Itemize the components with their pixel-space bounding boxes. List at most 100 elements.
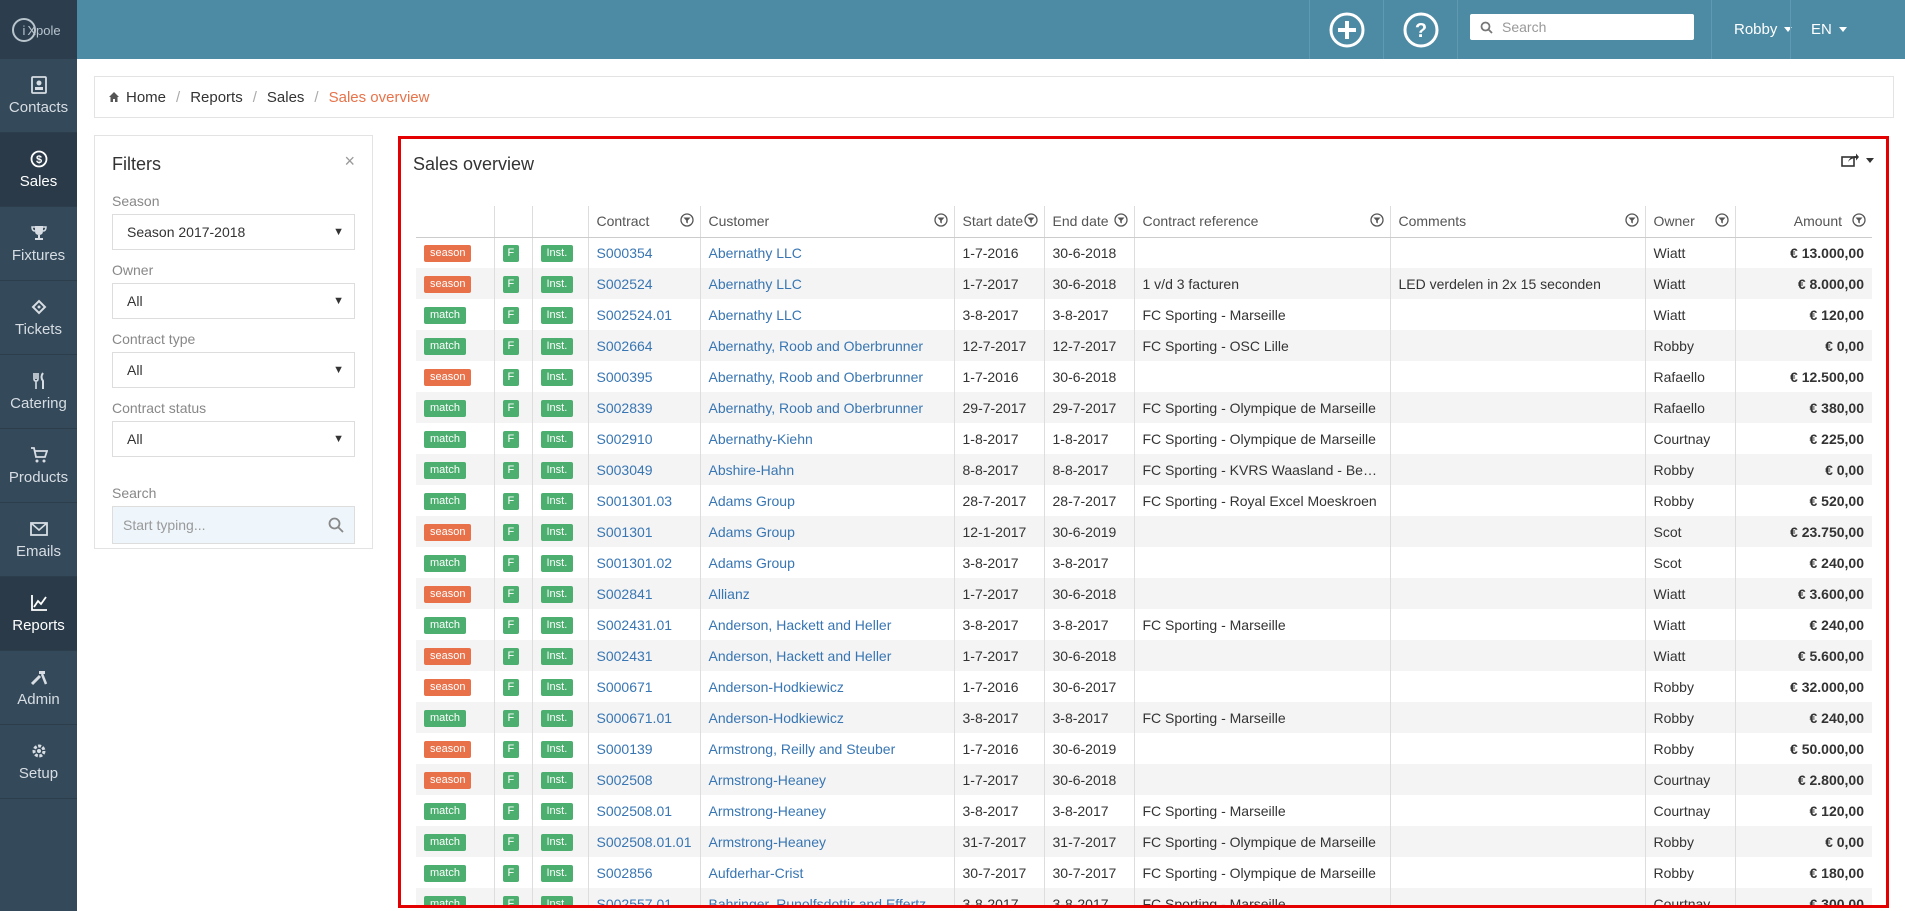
- filter-icon[interactable]: [679, 213, 694, 230]
- customer-link[interactable]: Bahringer, Runolfsdottir and Effertz: [708, 895, 927, 908]
- customer-link[interactable]: Adams Group: [708, 554, 795, 571]
- customer-column-header[interactable]: Customer: [699, 206, 954, 238]
- customer-link[interactable]: Armstrong-Heaney: [708, 802, 827, 819]
- filter-icon[interactable]: [1624, 213, 1639, 230]
- customer-link[interactable]: Abernathy, Roob and Oberbrunner: [708, 368, 924, 385]
- breadcrumb-home[interactable]: Home: [126, 88, 167, 106]
- contract-link[interactable]: S000671.01: [596, 709, 673, 726]
- add-button[interactable]: [1309, 0, 1383, 59]
- contract-column-header[interactable]: Contract: [587, 206, 700, 238]
- export-menu[interactable]: [1841, 153, 1874, 167]
- contract-link[interactable]: S002910: [596, 430, 653, 447]
- table-row[interactable]: season F Inst. S002524 Abernathy LLC 1-7-2017…: [416, 268, 1872, 299]
- sidebar-item-sales[interactable]: $ Sales: [0, 133, 77, 207]
- customer-link[interactable]: Abernathy LLC: [708, 244, 802, 261]
- language-menu[interactable]: EN: [1790, 0, 1870, 59]
- sidebar-item-fixtures[interactable]: Fixtures: [0, 207, 77, 281]
- customer-link[interactable]: Abernathy, Roob and Oberbrunner: [708, 337, 924, 354]
- table-row[interactable]: match F Inst. S000671.01 Anderson-Hodkiewicz…: [416, 702, 1872, 733]
- sidebar-item-tickets[interactable]: Tickets: [0, 281, 77, 355]
- table-row[interactable]: season F Inst. S002431 Anderson, Hackett and…: [416, 640, 1872, 671]
- table-row[interactable]: match F Inst. S002508.01.01 Armstrong-Heaney…: [416, 826, 1872, 857]
- customer-link[interactable]: Abshire-Hahn: [708, 461, 795, 478]
- help-button[interactable]: ?: [1383, 0, 1457, 59]
- filter-icon[interactable]: [1113, 213, 1128, 230]
- contract-link[interactable]: S000139: [596, 740, 653, 757]
- contract-link[interactable]: S002557.01: [596, 895, 673, 908]
- sidebar-item-emails[interactable]: Emails: [0, 503, 77, 577]
- contract-status-select[interactable]: All ▼: [112, 421, 355, 457]
- filter-icon[interactable]: [1369, 213, 1384, 230]
- table-row[interactable]: match F Inst. S003049 Abshire-Hahn 8-8-2017 8-…: [416, 454, 1872, 485]
- table-row[interactable]: match F Inst. S002508.01 Armstrong-Heaney 3-8…: [416, 795, 1872, 826]
- breadcrumb-sales[interactable]: Sales: [266, 88, 305, 106]
- contract-link[interactable]: S001301.03: [596, 492, 673, 509]
- filter-search[interactable]: [112, 506, 355, 544]
- contract-link[interactable]: S002664: [596, 337, 653, 354]
- contract-link[interactable]: S002431.01: [596, 616, 673, 633]
- amount-column-header[interactable]: Amount: [1734, 206, 1872, 238]
- sidebar-item-reports[interactable]: Reports: [0, 577, 77, 651]
- contract-link[interactable]: S002508.01: [596, 802, 673, 819]
- contract-link[interactable]: S000671: [596, 678, 653, 695]
- table-row[interactable]: match F Inst. S001301.03 Adams Group 28-7-201…: [416, 485, 1872, 516]
- customer-link[interactable]: Abernathy LLC: [708, 275, 802, 292]
- app-logo[interactable]: i Xpole: [0, 0, 77, 59]
- table-row[interactable]: season F Inst. S000354 Abernathy LLC 1-7-2016…: [416, 237, 1872, 268]
- global-search-input[interactable]: [1502, 19, 1682, 35]
- table-row[interactable]: match F Inst. S002839 Abernathy, Roob and Ob…: [416, 392, 1872, 423]
- season-select[interactable]: Season 2017-2018 ▼: [112, 214, 355, 250]
- sidebar-item-setup[interactable]: Setup: [0, 725, 77, 799]
- contract-link[interactable]: S002431: [596, 647, 653, 664]
- filter-icon[interactable]: [1714, 213, 1729, 230]
- contract-link[interactable]: S000354: [596, 244, 653, 261]
- customer-link[interactable]: Anderson, Hackett and Heller: [708, 647, 892, 664]
- global-search[interactable]: [1470, 14, 1694, 40]
- comments-column-header[interactable]: Comments: [1389, 206, 1645, 238]
- customer-link[interactable]: Armstrong, Reilly and Steuber: [708, 740, 896, 757]
- close-icon[interactable]: ×: [344, 151, 355, 171]
- owner-select[interactable]: All ▼: [112, 283, 355, 319]
- customer-link[interactable]: Armstrong-Heaney: [708, 833, 827, 850]
- customer-link[interactable]: Adams Group: [708, 523, 795, 540]
- filter-icon[interactable]: [1852, 213, 1866, 230]
- contract-link[interactable]: S001301: [596, 523, 653, 540]
- customer-link[interactable]: Abernathy LLC: [708, 306, 802, 323]
- sidebar-item-catering[interactable]: Catering: [0, 355, 77, 429]
- customer-link[interactable]: Anderson, Hackett and Heller: [708, 616, 892, 633]
- contract-link[interactable]: S002508.01.01: [596, 833, 692, 850]
- customer-link[interactable]: Adams Group: [708, 492, 795, 509]
- table-row[interactable]: match F Inst. S002557.01 Bahringer, Runolfsd…: [416, 888, 1872, 908]
- table-row[interactable]: match F Inst. S002664 Abernathy, Roob and Ob…: [416, 330, 1872, 361]
- customer-link[interactable]: Abernathy-Kiehn: [708, 430, 813, 447]
- customer-link[interactable]: Armstrong-Heaney: [708, 771, 827, 788]
- filter-icon[interactable]: [1023, 213, 1038, 230]
- customer-link[interactable]: Abernathy, Roob and Oberbrunner: [708, 399, 924, 416]
- contract-link[interactable]: S002856: [596, 864, 653, 881]
- owner-column-header[interactable]: Owner: [1644, 206, 1735, 238]
- filter-search-input[interactable]: [123, 517, 323, 533]
- start-date-column-header[interactable]: Start date: [953, 206, 1044, 238]
- end-date-column-header[interactable]: End date: [1043, 206, 1134, 238]
- sidebar-item-admin[interactable]: Admin: [0, 651, 77, 725]
- table-row[interactable]: match F Inst. S002524.01 Abernathy LLC 3-8-20…: [416, 299, 1872, 330]
- contract-type-select[interactable]: All ▼: [112, 352, 355, 388]
- table-row[interactable]: season F Inst. S002841 Allianz 1-7-2017 30-6-2…: [416, 578, 1872, 609]
- contract-link[interactable]: S002508: [596, 771, 653, 788]
- user-menu[interactable]: Robby: [1711, 0, 1793, 59]
- contract-link[interactable]: S001301.02: [596, 554, 673, 571]
- table-row[interactable]: season F Inst. S000395 Abernathy, Roob and O…: [416, 361, 1872, 392]
- customer-link[interactable]: Anderson-Hodkiewicz: [708, 678, 844, 695]
- sidebar-item-products[interactable]: Products: [0, 429, 77, 503]
- contract-reference-column-header[interactable]: Contract reference: [1133, 206, 1390, 238]
- contract-link[interactable]: S002524.01: [596, 306, 673, 323]
- customer-link[interactable]: Anderson-Hodkiewicz: [708, 709, 844, 726]
- table-row[interactable]: season F Inst. S000671 Anderson-Hodkiewicz 1-…: [416, 671, 1872, 702]
- table-row[interactable]: match F Inst. S002910 Abernathy-Kiehn 1-8-201…: [416, 423, 1872, 454]
- sidebar-item-contacts[interactable]: Contacts: [0, 59, 77, 133]
- contract-link[interactable]: S002841: [596, 585, 653, 602]
- contract-link[interactable]: S000395: [596, 368, 653, 385]
- customer-link[interactable]: Aufderhar-Crist: [708, 864, 804, 881]
- contract-link[interactable]: S003049: [596, 461, 653, 478]
- table-row[interactable]: season F Inst. S001301 Adams Group 12-1-2017 3…: [416, 516, 1872, 547]
